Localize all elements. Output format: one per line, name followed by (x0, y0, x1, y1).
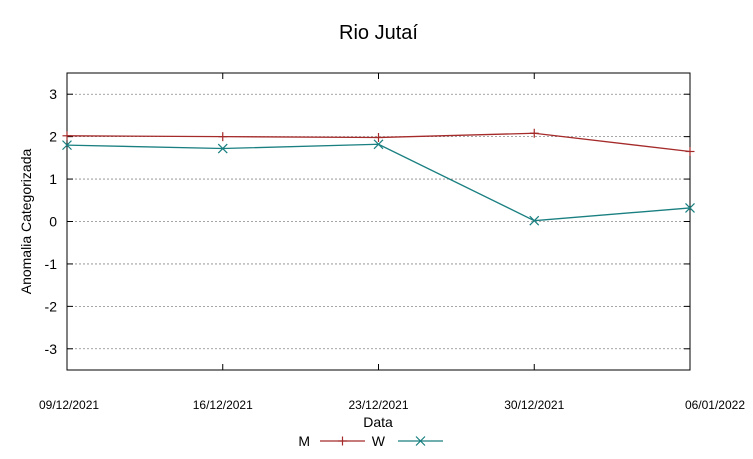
y-axis: 3 2 1 0 -1 -2 -3 (45, 86, 690, 357)
y-axis-label: Anomalia Categorizada (18, 149, 34, 295)
x-tick-label: 09/12/2021 (39, 398, 99, 412)
data-point (529, 128, 539, 138)
x-axis-label: Data (363, 414, 393, 430)
x-axis: 09/12/2021 16/12/2021 23/12/2021 30/12/2021… (39, 73, 745, 412)
data-point (62, 140, 72, 151)
grid (67, 93, 690, 350)
data-point (685, 146, 695, 156)
x-tick-label: 30/12/2021 (504, 398, 564, 412)
x-tick-label: 06/01/2022 (685, 398, 745, 412)
y-tick-label: 3 (49, 86, 57, 102)
y-tick-label: 1 (49, 171, 57, 187)
series-line (66, 143, 691, 222)
data-point (217, 143, 228, 154)
x-tick-label: 23/12/2021 (348, 398, 408, 412)
series-W (62, 139, 695, 226)
chart-title: Rio Jutaí (339, 22, 418, 44)
x-tick-label: 16/12/2021 (193, 398, 253, 412)
legend-entry-W: W (372, 433, 443, 449)
legend-entry-M: M (298, 433, 365, 449)
legend-label: W (372, 433, 386, 449)
data-point (374, 132, 383, 142)
series-M (62, 128, 695, 156)
y-tick-label: 0 (49, 214, 57, 230)
y-tick-label: -1 (45, 256, 58, 272)
series-layer (62, 128, 695, 226)
legend-label: M (298, 433, 310, 449)
y-tick-label: 2 (49, 129, 57, 145)
data-point (685, 202, 695, 213)
data-point (529, 215, 540, 226)
y-tick-label: -2 (45, 298, 58, 314)
y-tick-label: -3 (45, 341, 58, 357)
data-point (373, 139, 384, 150)
data-point (218, 132, 228, 142)
data-point (62, 131, 72, 141)
